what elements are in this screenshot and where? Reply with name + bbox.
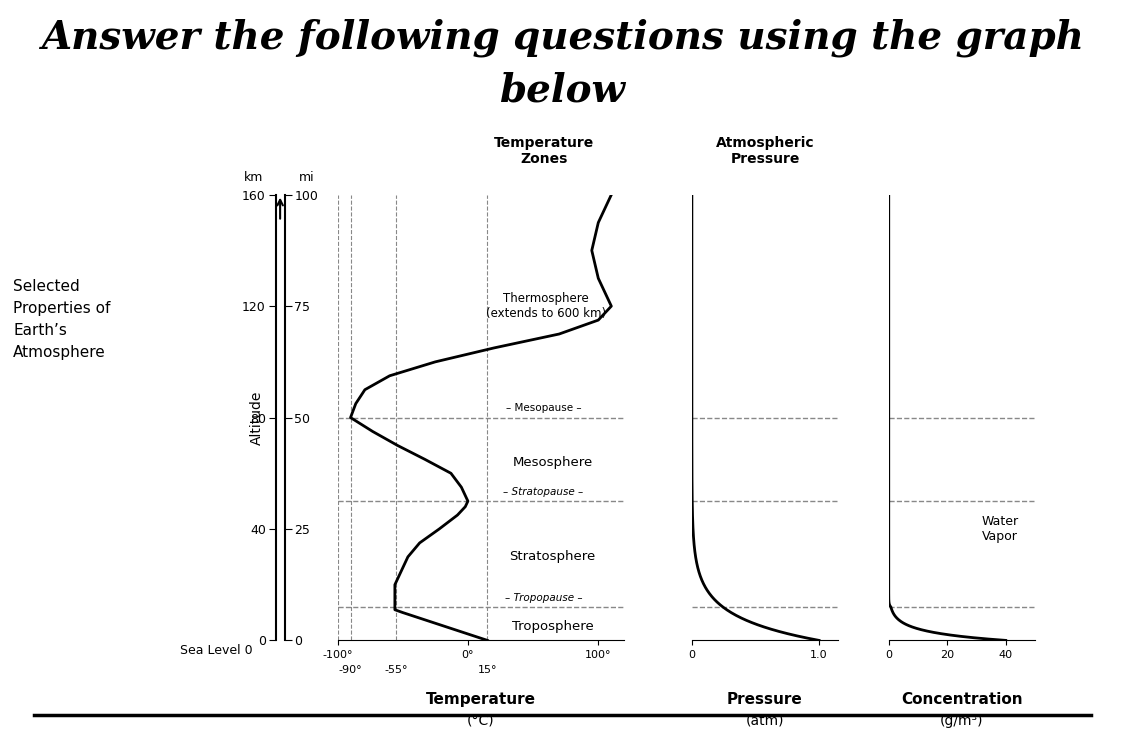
Text: – Mesopause –: – Mesopause – <box>506 404 582 413</box>
Text: Selected
Properties of
Earth’s
Atmosphere: Selected Properties of Earth’s Atmospher… <box>14 279 110 360</box>
Text: Sea Level 0: Sea Level 0 <box>180 644 253 657</box>
Text: Temperature: Temperature <box>426 691 536 706</box>
Text: Water
Vapor: Water Vapor <box>981 515 1018 543</box>
Text: Atmospheric
Pressure: Atmospheric Pressure <box>716 136 814 166</box>
Text: Temperature
Zones: Temperature Zones <box>494 136 594 166</box>
Text: mi: mi <box>299 171 315 184</box>
Text: below: below <box>500 71 626 109</box>
Text: (g/m³): (g/m³) <box>940 714 983 728</box>
Text: Altitude: Altitude <box>250 390 263 445</box>
Text: Thermosphere
(extends to 600 km): Thermosphere (extends to 600 km) <box>486 292 606 320</box>
Text: Troposphere: Troposphere <box>512 620 594 633</box>
Text: Mesosphere: Mesosphere <box>513 455 593 469</box>
Text: -90°: -90° <box>339 665 362 676</box>
Text: – Stratopause –: – Stratopause – <box>503 487 584 497</box>
Text: (atm): (atm) <box>746 714 784 728</box>
Text: Answer the following questions using the graph: Answer the following questions using the… <box>42 19 1084 57</box>
Text: km: km <box>243 171 263 184</box>
Text: -55°: -55° <box>385 665 408 676</box>
Text: – Tropopause –: – Tropopause – <box>505 592 583 603</box>
Text: 15°: 15° <box>478 665 497 676</box>
Text: Pressure: Pressure <box>727 691 803 706</box>
Text: (°C): (°C) <box>467 714 495 728</box>
Text: Concentration: Concentration <box>901 691 1023 706</box>
Text: Stratosphere: Stratosphere <box>510 551 596 563</box>
